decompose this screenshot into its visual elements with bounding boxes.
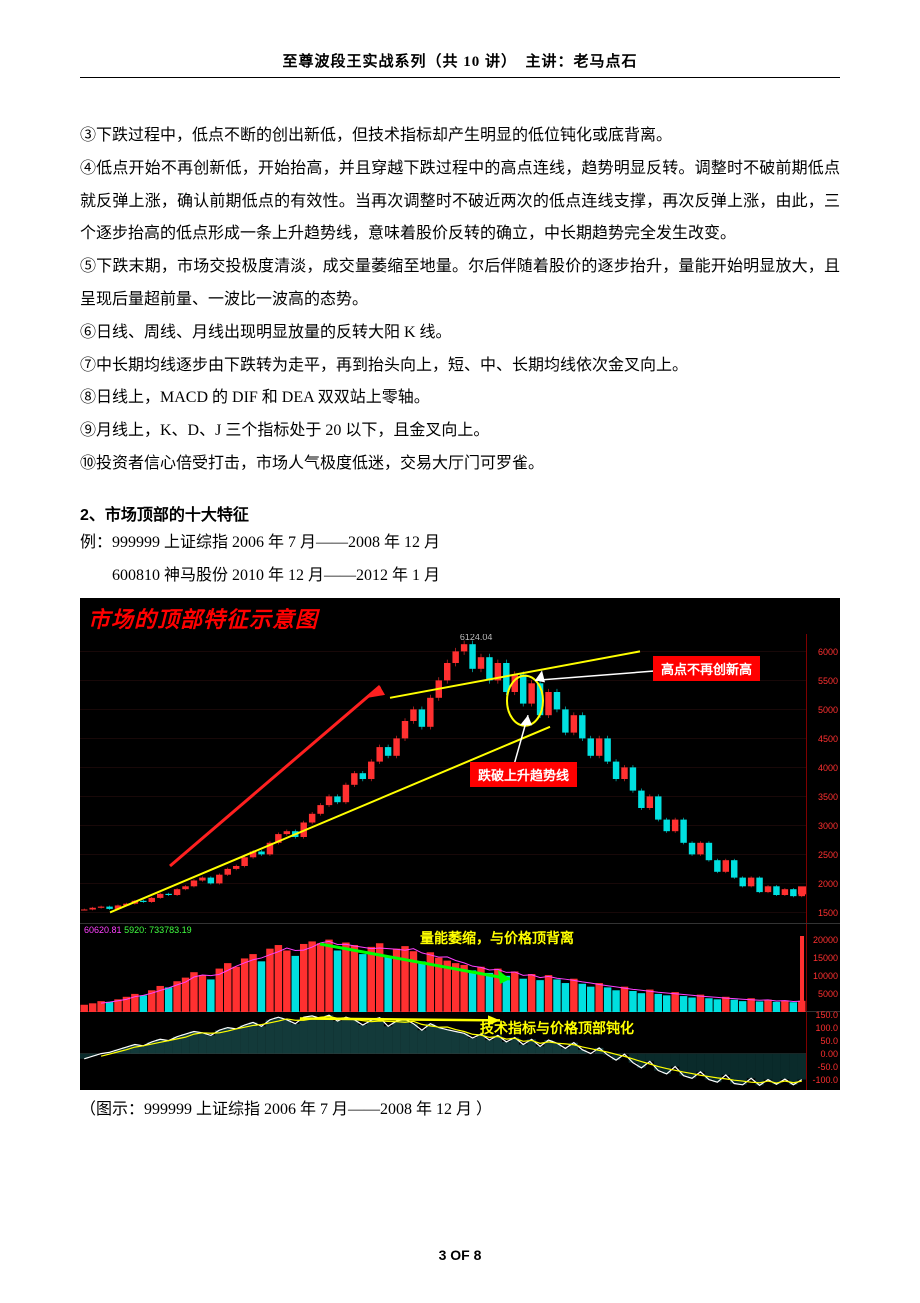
label-indicator-blunt: 技术指标与价格顶部钝化 [480,1018,634,1038]
stock-chart: 市场的顶部特征示意图 6124.04 600055005000450040003… [80,598,840,1090]
para-7: ⑦中长期均线逐步由下跌转为走平，再到抬头向上，短、中、长期均线依次金叉向上。 [80,350,840,383]
label-break-trend: 跌破上升趋势线 [470,762,577,787]
section-2-heading: 2、市场顶部的十大特征 [80,501,840,525]
price-panel: 6124.04 60005500500045004000350030002500… [80,634,840,924]
para-5: ⑤下跌末期，市场交投极度清淡，成交量萎缩至地量。尔后伴随着股价的逐步抬升，量能开… [80,251,840,317]
price-yaxis: 6000550050004500400035003000250020001500 [806,634,840,923]
chart-caption: （图示：999999 上证综指 2006 年 7 月——2008 年 12 月 … [80,1094,840,1127]
para-10: ⑩投资者信心倍受打击，市场人气极度低迷，交易大厅门可罗雀。 [80,448,840,481]
para-9: ⑨月线上，K、D、J 三个指标处于 20 以下，且金叉向上。 [80,415,840,448]
indicator-svg [80,1012,806,1090]
example-2: 600810 神马股份 2010 年 12 月——2012 年 1 月 [80,560,840,593]
para-3: ③下跌过程中，低点不断的创出新低，但技术指标却产生明显的低位钝化或底背离。 [80,120,840,153]
chart-title: 市场的顶部特征示意图 [80,598,840,634]
label-high-no-new: 高点不再创新高 [653,656,760,681]
volume-panel: 60620.81 5920: 733783.19 200001500010000… [80,924,840,1012]
para-8: ⑧日线上，MACD 的 DIF 和 DEA 双双站上零轴。 [80,382,840,415]
page-header: 至尊波段王实战系列（共 10 讲） 主讲：老马点石 [80,50,840,78]
chart-container: 市场的顶部特征示意图 6124.04 600055005000450040003… [80,598,840,1090]
body-text: ③下跌过程中，低点不断的创出新低，但技术指标却产生明显的低位钝化或底背离。 ④低… [80,120,840,481]
indicator-panel: 150.0100.050.00.00-50.0-100.0 技术指标与价格顶部钝… [80,1012,840,1090]
volume-yaxis: 2000015000100005000 [806,924,840,1011]
section-2-examples: 例：999999 上证综指 2006 年 7 月——2008 年 12 月 60… [80,527,840,593]
indicator-yaxis: 150.0100.050.00.00-50.0-100.0 [806,1012,840,1090]
page-footer: 3 OF 8 [80,1247,840,1263]
svg-text:6124.04: 6124.04 [460,634,493,642]
para-6: ⑥日线、周线、月线出现明显放量的反转大阳 K 线。 [80,317,840,350]
example-1: 例：999999 上证综指 2006 年 7 月——2008 年 12 月 [80,527,840,560]
label-volume-divergence: 量能萎缩，与价格顶背离 [420,928,574,948]
para-4: ④低点开始不再创新低，开始抬高，并且穿越下跌过程中的高点连线，趋势明显反转。调整… [80,153,840,251]
